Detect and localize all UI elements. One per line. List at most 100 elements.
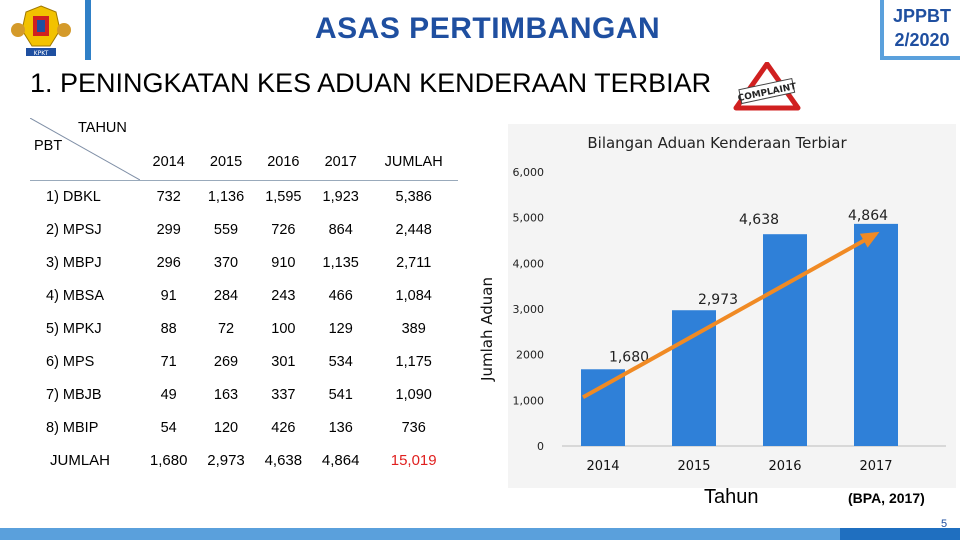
header-bar: ASAS PERTIMBANGAN JPPBT 2/2020 <box>85 0 960 60</box>
table-cell: 337 <box>271 386 296 403</box>
table-body: 1) DBKL 732 1,136 1,595 1,923 5,386 2) MPSJ 299… <box>30 180 458 477</box>
y-tick-label: 4,000 <box>513 257 545 270</box>
table-cell: 88 <box>160 320 177 337</box>
coat-of-arms-logo: KPKT <box>4 2 78 60</box>
table-cell: 269 <box>213 353 239 370</box>
complaints-table: TAHUN PBT 2014 2015 2016 2017 JUMLAH 1) … <box>30 118 458 477</box>
table-cell: 1,136 <box>207 188 245 205</box>
page-number: 5 <box>941 518 948 530</box>
pbt-name: 6) MPS <box>46 353 95 370</box>
table-cell: 2,711 <box>396 254 432 271</box>
y-tick-label: 6,000 <box>513 166 545 179</box>
table-cell: 91 <box>160 287 177 304</box>
pbt-name: 2) MPSJ <box>46 221 102 238</box>
column-header: 2015 <box>197 118 255 181</box>
x-tick-label: 2014 <box>586 459 619 474</box>
table-cell: 5,386 <box>395 188 432 205</box>
y-axis-label: Jumlah Aduan <box>478 277 496 382</box>
pbt-name: 7) MBJB <box>46 386 102 403</box>
total-cell: 4,638 <box>264 452 303 469</box>
total-cell: 4,864 <box>321 452 360 469</box>
pbt-name: 8) MBIP <box>46 419 99 436</box>
table-row: 3) MBPJ 296 370 910 1,135 2,711 <box>30 246 458 279</box>
total-cell: 1,680 <box>149 452 188 469</box>
table-cell: 732 <box>156 188 181 205</box>
table-cell: 243 <box>271 287 296 304</box>
trend-arrow <box>582 231 880 400</box>
table-cell: 541 <box>328 386 353 403</box>
bar-2016 <box>763 234 807 446</box>
table-cell: 1,135 <box>322 254 359 271</box>
data-label: 1,680 <box>609 349 649 365</box>
section-title: 1. PENINGKATAN KES ADUAN KENDERAAN TERBI… <box>30 68 712 98</box>
x-tick-label: 2016 <box>768 459 801 474</box>
bars <box>581 223 898 446</box>
y-tick-label: 5,000 <box>513 212 545 225</box>
table-cell: 1,090 <box>395 386 432 403</box>
table-cell: 129 <box>328 320 353 337</box>
corner-diagonal <box>30 118 140 180</box>
y-tick-label: 2000 <box>516 349 544 362</box>
table-corner-cell: TAHUN PBT <box>30 118 140 181</box>
table-row: 1) DBKL 732 1,136 1,595 1,923 5,386 <box>30 180 458 213</box>
column-header: 2017 <box>312 118 370 181</box>
data-label: 2,973 <box>698 292 738 308</box>
table-total-row: JUMLAH 1,680 2,973 4,638 4,864 15,019 <box>30 444 458 477</box>
table-row: 7) MBJB 49 163 337 541 1,090 <box>30 378 458 411</box>
table-cell: 534 <box>328 353 353 370</box>
complaint-stamp-icon: COMPLAINT <box>732 61 802 112</box>
y-tick-label: 1,000 <box>513 394 545 407</box>
source-citation: (BPA, 2017) <box>848 490 925 506</box>
table-cell: 466 <box>328 287 353 304</box>
pbt-name: 4) MBSA <box>46 287 105 304</box>
table-cell: 100 <box>271 320 296 337</box>
header-accent <box>85 0 91 60</box>
footer-bar <box>0 528 960 540</box>
trend-line <box>582 232 877 400</box>
column-header: 2014 <box>140 118 198 181</box>
table-cell: 2,448 <box>395 221 432 238</box>
table-cell: 49 <box>160 386 177 403</box>
bar-2017 <box>854 223 898 446</box>
y-tick-label: 3,000 <box>513 303 545 316</box>
table-cell: 864 <box>328 221 353 238</box>
total-label: JUMLAH <box>50 452 111 469</box>
x-axis: 2014 2015 2016 2017 <box>586 459 892 474</box>
bar-chart: Bilangan Aduan Kenderaan Terbiar Jumlah … <box>472 124 958 488</box>
pbt-name: 3) MBPJ <box>46 254 102 271</box>
document-code: JPPBT 2/2020 <box>880 0 960 60</box>
trend-arrowhead <box>859 231 880 248</box>
table-row: 8) MBIP 54 120 426 136 736 <box>30 411 458 444</box>
pbt-name: 1) DBKL <box>46 188 101 205</box>
table-cell: 726 <box>271 221 296 238</box>
table-row: 2) MPSJ 299 559 726 864 2,448 <box>30 213 458 246</box>
table-cell: 136 <box>328 419 353 436</box>
corner-label-tahun: TAHUN <box>78 120 127 136</box>
table-row: 5) MPKJ 88 72 100 129 389 <box>30 312 458 345</box>
bar-2014 <box>581 369 625 446</box>
x-axis-label: Tahun <box>704 486 759 508</box>
data-label: 4,638 <box>739 212 779 228</box>
bar-2015 <box>672 310 716 446</box>
logo-text: KPKT <box>34 50 49 57</box>
document-code-line1: JPPBT <box>892 6 952 26</box>
table-cell: 910 <box>271 254 296 271</box>
table-cell: 120 <box>213 419 239 436</box>
page-title: ASAS PERTIMBANGAN <box>315 12 661 45</box>
table-cell: 72 <box>217 320 235 337</box>
table-cell: 736 <box>401 419 426 436</box>
chart-title: Bilangan Aduan Kenderaan Terbiar <box>587 134 847 152</box>
table-cell: 1,595 <box>265 188 302 205</box>
table-cell: 299 <box>156 221 181 238</box>
table-cell: 1,923 <box>322 188 359 205</box>
table-header-row: TAHUN PBT 2014 2015 2016 2017 JUMLAH <box>30 118 458 181</box>
table-cell: 1,084 <box>395 287 432 304</box>
corner-label-pbt: PBT <box>34 138 63 154</box>
table-cell: 284 <box>213 287 239 304</box>
data-label: 4,864 <box>848 208 888 224</box>
table-cell: 389 <box>401 320 426 337</box>
footer-accent <box>840 528 960 540</box>
table-row: 6) MPS 71 269 301 534 1,175 <box>30 345 458 378</box>
table-cell: 71 <box>160 353 177 370</box>
table-row: 4) MBSA 91 284 243 466 1,084 <box>30 279 458 312</box>
